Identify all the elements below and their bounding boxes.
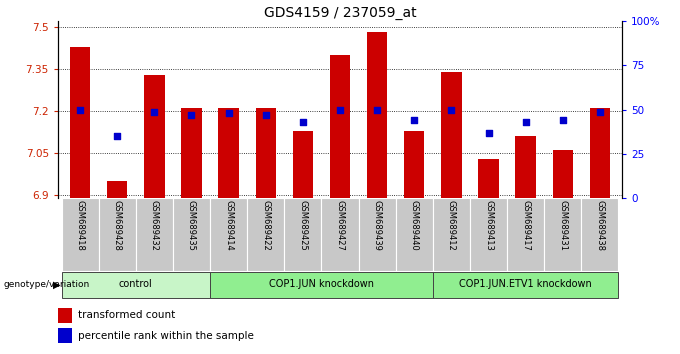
- Point: [186, 112, 197, 118]
- Text: COP1.JUN.ETV1 knockdown: COP1.JUN.ETV1 knockdown: [459, 279, 592, 290]
- Text: COP1.JUN knockdown: COP1.JUN knockdown: [269, 279, 374, 290]
- Bar: [544, 198, 581, 271]
- Point: [297, 119, 308, 125]
- Point: [75, 107, 86, 113]
- Bar: [441, 72, 462, 198]
- Bar: [61, 272, 210, 298]
- Text: GSM689414: GSM689414: [224, 200, 233, 251]
- Text: GSM689435: GSM689435: [187, 200, 196, 251]
- Bar: [284, 198, 322, 271]
- Bar: [182, 108, 202, 198]
- Bar: [470, 198, 507, 271]
- Text: GSM689427: GSM689427: [335, 200, 345, 251]
- Bar: [367, 33, 388, 198]
- Text: ▶: ▶: [53, 279, 61, 290]
- Text: GSM689418: GSM689418: [75, 200, 84, 251]
- Text: GSM689425: GSM689425: [299, 200, 307, 251]
- Text: GSM689432: GSM689432: [150, 200, 159, 251]
- Bar: [404, 131, 424, 198]
- Point: [409, 118, 420, 123]
- Point: [112, 133, 122, 139]
- Bar: [581, 198, 619, 271]
- Bar: [99, 198, 136, 271]
- Point: [260, 112, 271, 118]
- Bar: [136, 198, 173, 271]
- Bar: [433, 272, 619, 298]
- Bar: [247, 198, 284, 271]
- Bar: [61, 198, 99, 271]
- Bar: [515, 136, 536, 198]
- Text: percentile rank within the sample: percentile rank within the sample: [78, 331, 254, 341]
- Bar: [292, 131, 313, 198]
- Text: GSM689413: GSM689413: [484, 200, 493, 251]
- Bar: [330, 55, 350, 198]
- Text: GSM689412: GSM689412: [447, 200, 456, 251]
- Bar: [507, 198, 544, 271]
- Bar: [433, 198, 470, 271]
- Point: [372, 107, 383, 113]
- Bar: [144, 75, 165, 198]
- Bar: [218, 108, 239, 198]
- Bar: [553, 150, 573, 198]
- Text: GSM689428: GSM689428: [113, 200, 122, 251]
- Bar: [396, 198, 433, 271]
- Bar: [478, 159, 498, 198]
- Bar: [358, 198, 396, 271]
- Bar: [322, 198, 358, 271]
- Bar: [107, 181, 127, 198]
- Bar: [173, 198, 210, 271]
- Title: GDS4159 / 237059_at: GDS4159 / 237059_at: [264, 6, 416, 20]
- Text: GSM689438: GSM689438: [596, 200, 605, 251]
- Bar: [256, 108, 276, 198]
- Bar: [58, 329, 72, 343]
- Bar: [70, 46, 90, 198]
- Point: [335, 107, 345, 113]
- Point: [558, 118, 568, 123]
- Text: GSM689417: GSM689417: [521, 200, 530, 251]
- Text: genotype/variation: genotype/variation: [3, 280, 90, 289]
- Text: GSM689422: GSM689422: [261, 200, 270, 251]
- Point: [446, 107, 457, 113]
- Point: [520, 119, 531, 125]
- Point: [223, 110, 234, 116]
- Bar: [590, 108, 610, 198]
- Text: GSM689431: GSM689431: [558, 200, 567, 251]
- Point: [594, 109, 605, 114]
- Bar: [210, 272, 433, 298]
- Point: [149, 109, 160, 114]
- Text: control: control: [119, 279, 152, 290]
- Text: transformed count: transformed count: [78, 310, 175, 320]
- Bar: [210, 198, 247, 271]
- Bar: [58, 308, 72, 322]
- Point: [483, 130, 494, 136]
- Text: GSM689439: GSM689439: [373, 200, 381, 251]
- Text: GSM689440: GSM689440: [410, 200, 419, 251]
